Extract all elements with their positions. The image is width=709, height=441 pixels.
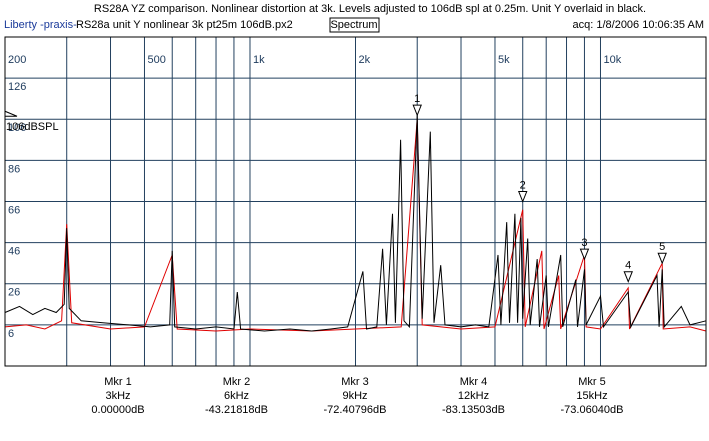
plot-frame xyxy=(4,36,707,367)
reference-arrow xyxy=(4,110,18,117)
readout-name: Mkr 1 xyxy=(104,376,132,388)
readout-name: Mkr 2 xyxy=(223,376,251,388)
readout-name: Mkr 4 xyxy=(460,376,488,388)
marker-number: 5 xyxy=(659,241,665,253)
y-tick-label: 66 xyxy=(8,204,20,216)
readout-name: Mkr 5 xyxy=(578,376,606,388)
readout-frequency: 12kHz xyxy=(458,390,489,402)
readout-name: Mkr 3 xyxy=(341,376,369,388)
app-name: Liberty -praxis- xyxy=(4,19,77,31)
readout-frequency: 3kHz xyxy=(105,390,130,402)
y-tick-label: 46 xyxy=(8,246,20,258)
marker-number: 2 xyxy=(520,179,526,191)
spectrum-line xyxy=(4,115,707,332)
marker-number: 3 xyxy=(581,237,587,249)
readout-frequency: 6kHz xyxy=(224,390,249,402)
y-tick-label: 6 xyxy=(8,328,14,340)
readout-frequency: 15kHz xyxy=(576,390,607,402)
x-tick-label: 2k xyxy=(359,54,371,66)
readout-level: 0.00000dB xyxy=(91,404,144,416)
acquired-time: acq: 1/8/2006 10:06:35 AM xyxy=(573,19,705,31)
marker-triangle xyxy=(623,271,633,284)
reference-label: 106dBSPL xyxy=(6,121,59,133)
y-tick-label: 126 xyxy=(8,81,26,93)
y-tick-label: 86 xyxy=(8,163,20,175)
readout-level: -43.21818dB xyxy=(205,404,268,416)
x-tick-label: 10k xyxy=(603,54,621,66)
x-tick-label: 5k xyxy=(498,54,510,66)
x-tick-label: 500 xyxy=(147,54,165,66)
y-tick-label: 26 xyxy=(8,287,20,299)
readout-frequency: 9kHz xyxy=(342,390,367,402)
file-name: RS28a unit Y nonlinear 3k pt25m 106dB.px… xyxy=(76,19,293,31)
readout-level: -72.40796dB xyxy=(324,404,387,416)
marker-triangle xyxy=(412,104,422,117)
readout-level: -73.06040dB xyxy=(561,404,624,416)
marker-triangle xyxy=(579,248,590,261)
marker-triangle xyxy=(517,191,528,203)
marker-number: 1 xyxy=(414,93,420,105)
chart-title: RS28A YZ comparison. Nonlinear distortio… xyxy=(94,3,646,15)
readout-level: -83.13503dB xyxy=(442,404,505,416)
spectrum-button[interactable] xyxy=(329,17,380,33)
plot-area: 200 500 1k 2k 5k 10k 6 26 46 66 86 106 126 106dBSPL 1 2… xyxy=(4,36,707,367)
marker-triangle xyxy=(657,252,667,265)
x-tick-label: 200 xyxy=(8,54,26,66)
spectrum-button-label[interactable]: Spectrum xyxy=(330,19,377,31)
y-tick-label: 106 xyxy=(8,122,26,134)
x-tick-label: 1k xyxy=(253,54,265,66)
spectrum-line xyxy=(4,119,707,332)
marker-number: 4 xyxy=(625,260,631,272)
